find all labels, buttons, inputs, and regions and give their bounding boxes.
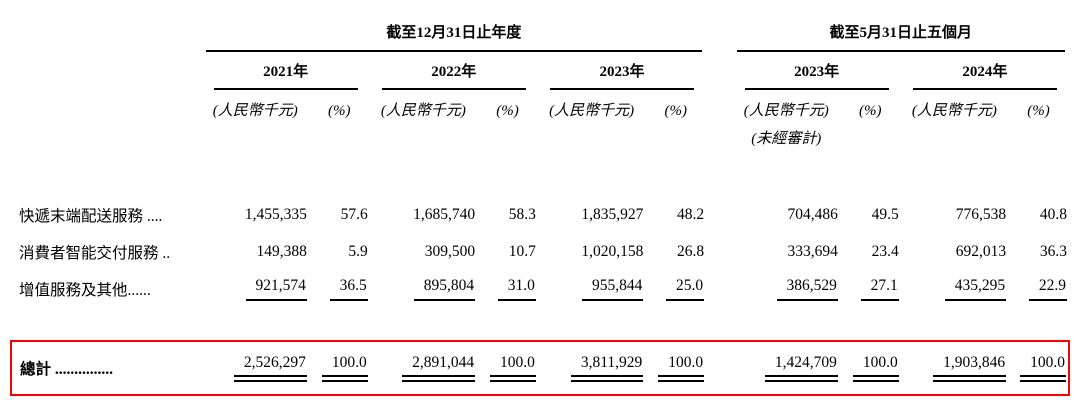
percent-cell: 10.7 bbox=[508, 242, 536, 260]
percent-cell: 36.5 bbox=[309, 270, 370, 307]
percent-cell: 57.6 bbox=[340, 205, 368, 223]
percent-cell: 25.0 bbox=[645, 270, 706, 307]
row-label: 增值服務及其他...... bbox=[19, 281, 151, 299]
spacer-cell bbox=[840, 122, 1069, 152]
percent-cell: 100.0 bbox=[477, 340, 538, 396]
percent-cell: 100.0 bbox=[839, 340, 901, 396]
percent-cell: 36.3 bbox=[1039, 242, 1067, 260]
year-header-interim-2023: 2023年 bbox=[733, 52, 901, 90]
year-header-row: 2021年 2022年 2023年 2023年 2024年 bbox=[11, 52, 1069, 90]
amount-cell: 309,500 bbox=[424, 242, 476, 260]
amount-cell: 149,388 bbox=[256, 242, 307, 260]
amount-cell: 1,424,709 bbox=[732, 340, 840, 396]
row-label: 快遞末端配送服務 .... bbox=[19, 207, 163, 225]
unaudited-note: (未經審計) bbox=[751, 131, 822, 147]
row-label: 消費者智能交付服務 .. bbox=[19, 244, 171, 262]
spacer-cell bbox=[706, 122, 732, 152]
percent-cell: 48.2 bbox=[677, 205, 705, 223]
spacer-cell bbox=[706, 270, 732, 307]
revenue-row-express-delivery: 快遞末端配送服務 .... 1,455,335 57.6 1,685,740 5… bbox=[11, 196, 1069, 233]
amount-cell: 386,529 bbox=[733, 270, 840, 307]
percent-cell: 100.0 bbox=[308, 340, 370, 396]
percent-cell: 26.8 bbox=[677, 242, 705, 260]
amount-cell: 692,013 bbox=[955, 242, 1007, 260]
total-row-label: 總計 ............... bbox=[10, 340, 202, 396]
amount-cell: 1,020,158 bbox=[581, 242, 644, 260]
amount-cell: 2,891,044 bbox=[369, 340, 478, 396]
percent-cell: 100.0 bbox=[645, 340, 707, 396]
percent-cell: 27.1 bbox=[840, 270, 901, 307]
highlighted-total-row: 總計 ............... 2,526,297 100.0 2,891… bbox=[10, 340, 1070, 396]
percent-cell: 58.3 bbox=[508, 205, 536, 223]
year-header-annual-2023: 2023年 bbox=[538, 52, 706, 90]
amount-cell: 2,526,297 bbox=[201, 340, 309, 396]
revenue-row-value-added: 增值服務及其他...... 921,574 36.5 895,804 31.0 … bbox=[11, 270, 1069, 307]
spacer-cell bbox=[11, 122, 706, 152]
percent-header: (%) bbox=[859, 103, 882, 119]
revenue-breakdown-table: 截至12月31日止年度 截至5月31日止五個月 2021年 2022年 2023… bbox=[10, 10, 1070, 396]
spacer-cell bbox=[11, 307, 1069, 341]
percent-cell: 31.0 bbox=[477, 270, 538, 307]
column-group-interim: 截至5月31日止五個月 bbox=[733, 10, 1070, 52]
percent-header: (%) bbox=[496, 103, 519, 119]
unaudited-note-row: (未經審計) bbox=[11, 122, 1069, 152]
amount-cell: 704,486 bbox=[787, 205, 838, 223]
amount-cell: 895,804 bbox=[370, 270, 477, 307]
amount-cell: 333,694 bbox=[787, 242, 838, 260]
unit-header: (人民幣千元) bbox=[380, 103, 466, 119]
year-header-2024: 2024年 bbox=[901, 52, 1069, 90]
amount-cell: 955,844 bbox=[538, 270, 645, 307]
percent-cell: 49.5 bbox=[871, 205, 899, 223]
percent-header: (%) bbox=[1027, 103, 1050, 119]
spacer-row bbox=[11, 152, 1069, 196]
spacer-cell bbox=[706, 233, 732, 270]
unit-header: (人民幣千元) bbox=[212, 103, 298, 119]
column-group-header-row: 截至12月31日止年度 截至5月31日止五個月 bbox=[11, 10, 1069, 52]
spacer-row bbox=[11, 307, 1069, 341]
amount-cell: 1,835,927 bbox=[581, 205, 644, 223]
amount-cell: 1,455,335 bbox=[244, 205, 307, 223]
unit-header: (人民幣千元) bbox=[911, 103, 997, 119]
unit-header: (人民幣千元) bbox=[549, 103, 635, 119]
unit-header-row: (人民幣千元) (%) (人民幣千元) (%) (人民幣千元) (%) (人民幣… bbox=[11, 90, 1069, 122]
spacer-cell bbox=[706, 196, 732, 233]
percent-cell: 100.0 bbox=[1008, 340, 1070, 396]
column-group-annual: 截至12月31日止年度 bbox=[202, 10, 707, 52]
amount-cell: 435,295 bbox=[901, 270, 1008, 307]
percent-header: (%) bbox=[664, 103, 687, 119]
amount-cell: 3,811,929 bbox=[537, 340, 646, 396]
spacer-cell bbox=[11, 152, 1069, 196]
unit-header: (人民幣千元) bbox=[743, 103, 829, 119]
amount-cell: 776,538 bbox=[955, 205, 1007, 223]
spacer-cell bbox=[11, 52, 202, 90]
percent-cell: 40.8 bbox=[1039, 205, 1067, 223]
amount-cell: 1,903,846 bbox=[900, 340, 1009, 396]
percent-cell: 23.4 bbox=[871, 242, 899, 260]
year-header-2022: 2022年 bbox=[370, 52, 538, 90]
spacer-cell bbox=[11, 10, 202, 52]
revenue-row-smart-delivery: 消費者智能交付服務 .. 149,388 5.9 309,500 10.7 1,… bbox=[11, 233, 1069, 270]
percent-header: (%) bbox=[328, 103, 351, 119]
spacer-cell bbox=[11, 90, 202, 122]
spacer-cell bbox=[706, 90, 732, 122]
year-header-2021: 2021年 bbox=[202, 52, 370, 90]
amount-cell: 921,574 bbox=[202, 270, 309, 307]
column-group-interim-label: 截至5月31日止五個月 bbox=[829, 25, 972, 41]
amount-cell: 1,685,740 bbox=[413, 205, 476, 223]
spacer-cell bbox=[706, 10, 732, 52]
column-group-annual-label: 截至12月31日止年度 bbox=[386, 25, 522, 41]
percent-cell: 5.9 bbox=[348, 242, 368, 260]
spacer-cell bbox=[706, 340, 733, 396]
percent-cell: 22.9 bbox=[1008, 270, 1069, 307]
spacer-cell bbox=[706, 52, 732, 90]
